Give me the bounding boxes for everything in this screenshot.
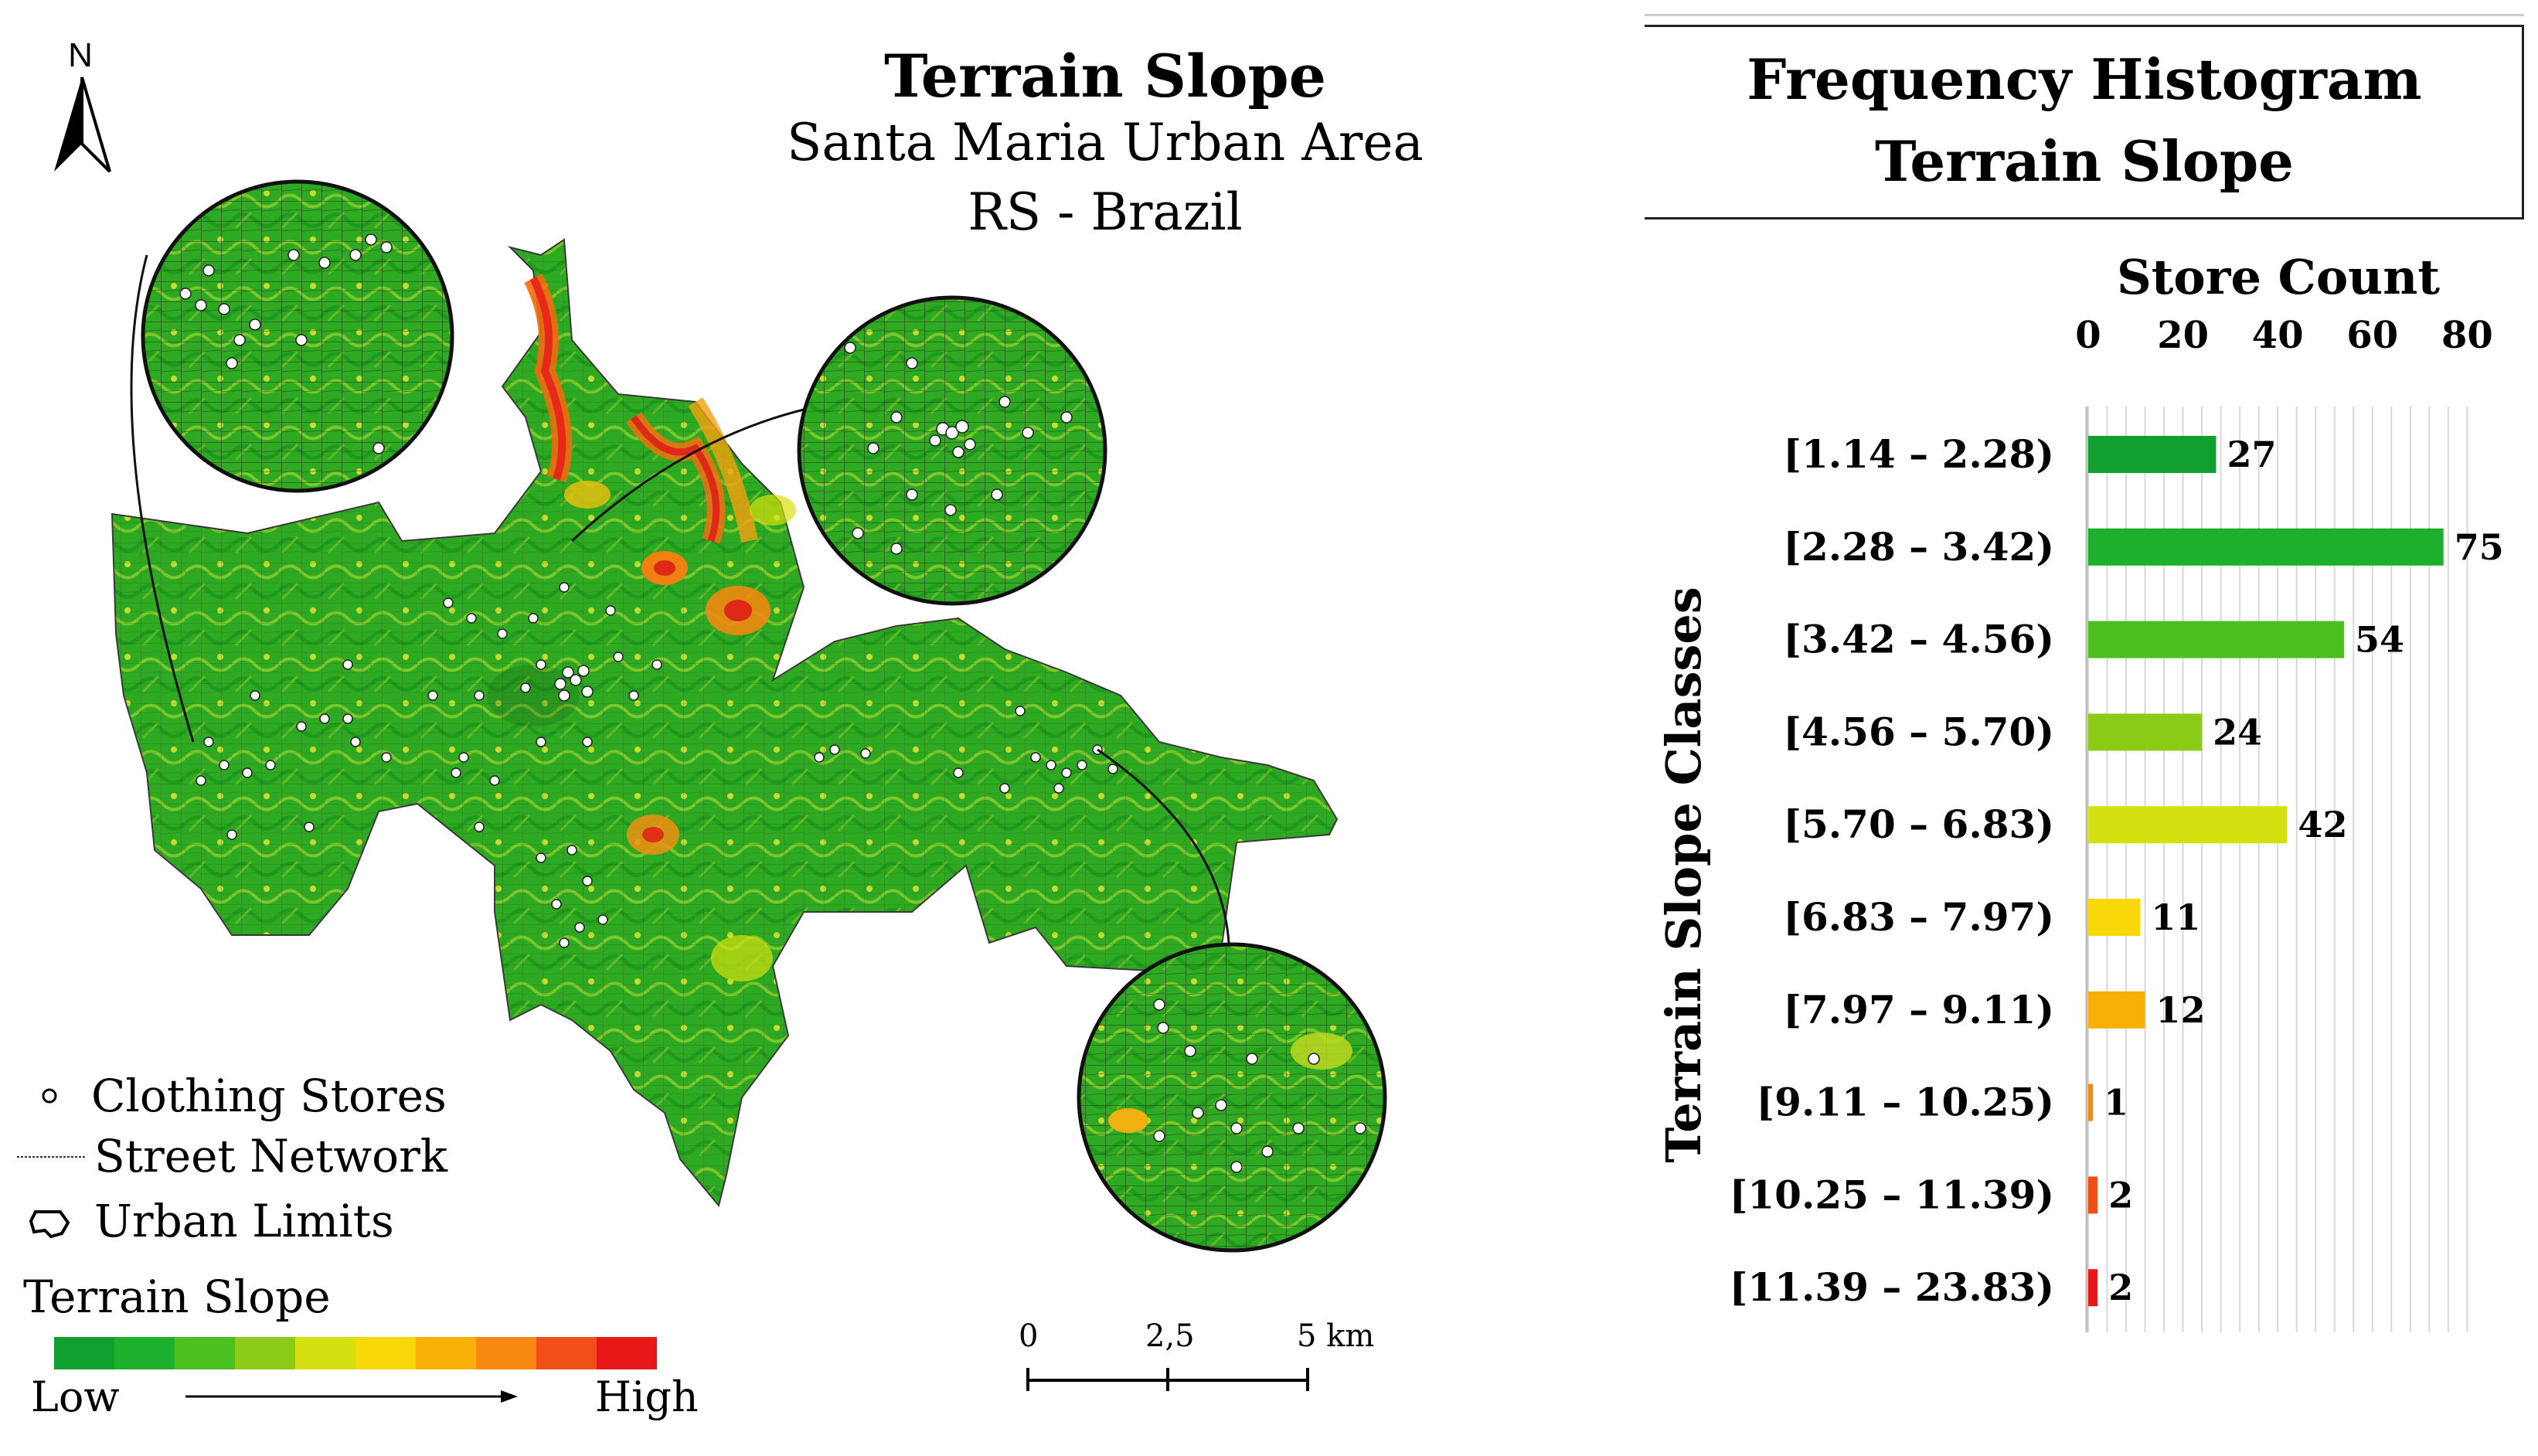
x-tick-label: 60 [2346,314,2398,357]
bar-value-label: 54 [2355,619,2404,661]
ramp-swatch [54,1337,114,1369]
legend-streets-label: Street Network [94,1130,447,1182]
ramp-swatch [114,1337,175,1369]
histogram-title: Frequency Histogram [1747,46,2422,112]
category-label: [10.25 – 11.39) [1730,1172,2054,1217]
x-tick-label: 0 [2075,314,2101,357]
category-label: [2.28 – 3.42) [1783,524,2054,570]
category-label: [9.11 – 10.25) [1757,1080,2054,1125]
legend-stores-label: Clothing Stores [91,1070,447,1122]
ramp-swatch [476,1337,536,1369]
bar-value-label: 1 [2104,1082,2128,1124]
histogram-bar [2088,1176,2098,1214]
bar-value-label: 24 [2213,711,2262,753]
histogram-subtitle: Terrain Slope [1875,128,2294,194]
map-region: RS - Brazil [968,182,1243,242]
histogram-bar [2088,528,2444,566]
category-label: [4.56 – 5.70) [1783,709,2054,754]
map-title: Terrain Slope [883,42,1327,111]
ramp-swatch [295,1337,356,1369]
ramp-swatch [536,1337,597,1369]
category-label: [5.70 – 6.83) [1783,801,2054,847]
category-label: [3.42 – 4.56) [1783,617,2054,662]
category-label: [1.14 – 2.28) [1783,431,2054,477]
scale-label-0: 0 [1019,1318,1039,1354]
inset-ne [797,295,1107,606]
bar-value-label: 27 [2227,434,2277,475]
ramp-swatch [356,1337,416,1369]
urban-area-map [111,238,1339,1208]
legend-low-label: Low [31,1373,120,1421]
bar-value-label: 42 [2298,804,2347,845]
slope-color-ramp [54,1337,657,1369]
inset-nw [141,179,454,493]
x-tick-label: 40 [2252,314,2304,357]
category-label: [11.39 – 23.83) [1730,1264,2054,1310]
y-axis-label: Terrain Slope Classes [1655,587,1712,1162]
legend-slope-title: Terrain Slope [23,1271,331,1323]
terrain-slope-map: N [17,36,1387,1403]
histogram-bar [2088,1083,2094,1121]
histogram-title-box [1645,25,2524,219]
histogram-bar [2088,899,2141,936]
scale-label-end: 5 km [1297,1318,1375,1354]
arrow-head-icon [501,1390,518,1403]
north-label: N [68,36,93,74]
scale-bar [1026,1368,1309,1391]
ramp-swatch [175,1337,235,1369]
histogram-top-rule [1645,14,2524,16]
bar-value-label: 11 [2151,896,2200,938]
ramp-swatch [416,1337,476,1369]
bar-value-label: 75 [2455,526,2504,568]
ramp-swatch [235,1337,295,1369]
ramp-swatch [597,1337,657,1369]
x-axis-label: Store Count [2117,249,2440,305]
histogram-bar [2088,436,2216,473]
x-tick-label: 20 [2157,314,2209,357]
category-label: [6.83 – 7.97) [1783,894,2054,940]
x-tick-label: 80 [2441,314,2493,357]
map-subtitle: Santa Maria Urban Area [787,113,1424,172]
bar-value-label: 2 [2108,1267,2133,1308]
histogram-bar [2088,806,2288,844]
bar-value-label: 12 [2156,989,2206,1031]
category-label: [7.97 – 9.11) [1783,987,2054,1032]
bar-value-label: 2 [2108,1174,2133,1216]
histogram-bar [2088,1269,2098,1307]
scale-label-mid: 2,5 [1145,1318,1195,1354]
inset-se [1077,942,1387,1253]
legend-high-label: High [595,1373,699,1421]
store-marker-icon [42,1088,57,1104]
legend-limits-label: Urban Limits [94,1195,394,1247]
histogram-bar [2088,621,2345,658]
histogram-bar [2088,713,2203,751]
histogram-bar [2088,991,2145,1029]
urban-limits-icon [29,1210,70,1239]
north-arrow-icon [54,77,111,173]
zoom-connectors [130,254,1230,944]
